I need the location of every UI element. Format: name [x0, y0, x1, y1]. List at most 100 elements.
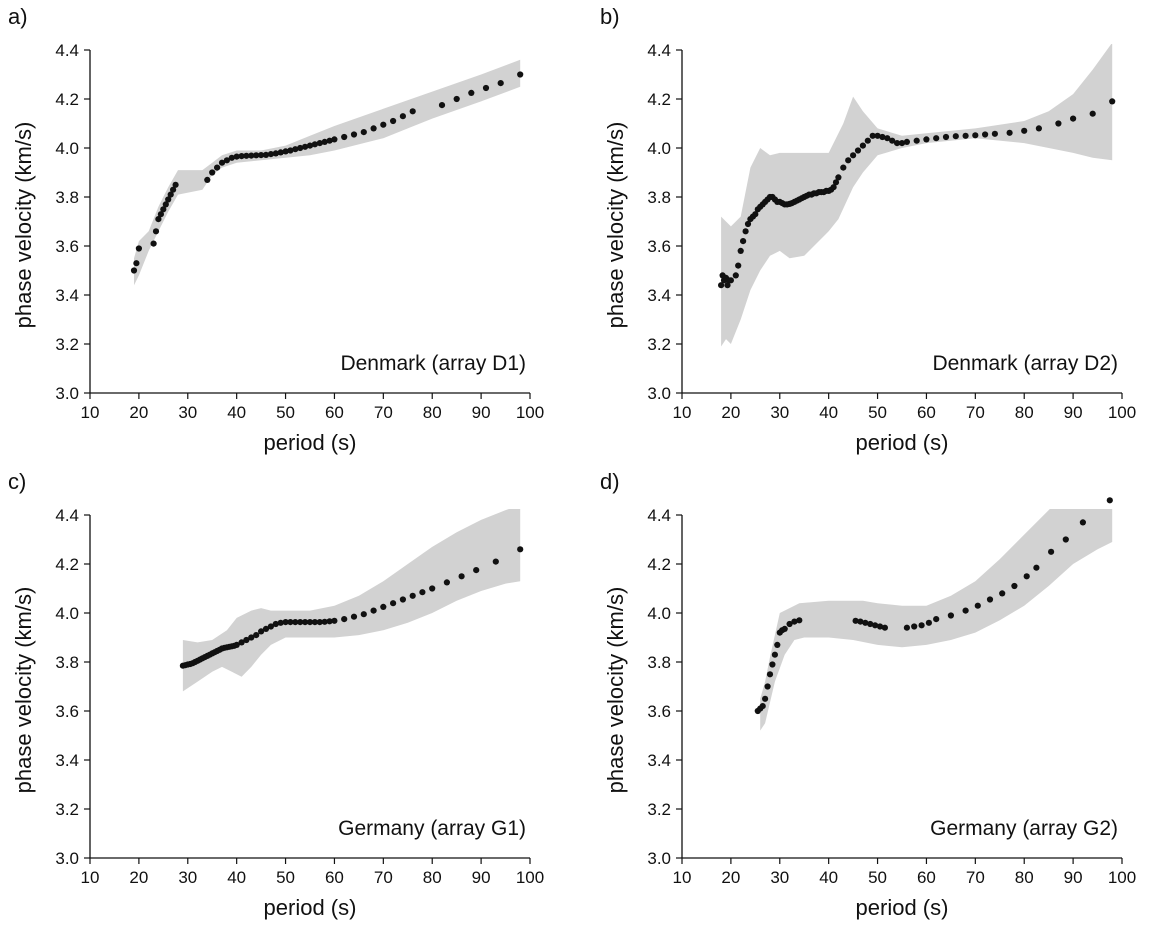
y-tick-label: 3.0	[647, 849, 671, 868]
data-point	[468, 89, 475, 96]
data-point	[326, 618, 333, 625]
data-point	[1089, 110, 1096, 117]
array-annotation: Denmark (array D1)	[340, 352, 526, 375]
data-point	[311, 141, 318, 148]
x-tick-label: 10	[81, 403, 100, 422]
x-axis-label: period (s)	[855, 430, 949, 455]
data-point	[172, 181, 179, 188]
x-tick-label: 50	[276, 868, 295, 887]
data-point	[267, 151, 274, 158]
x-tick-label: 30	[770, 403, 789, 422]
data-point	[341, 133, 348, 141]
data-point	[409, 108, 416, 115]
data-point	[962, 607, 969, 614]
data-point	[999, 590, 1006, 597]
y-tick-label: 4.0	[55, 604, 79, 623]
x-tick-label: 50	[868, 868, 887, 887]
panel-label: d)	[600, 469, 620, 494]
y-tick-label: 3.4	[55, 286, 79, 305]
data-point	[341, 616, 348, 623]
data-point	[390, 117, 397, 125]
data-point	[744, 220, 752, 228]
y-axis-label: phase velocity (km/s)	[11, 586, 36, 794]
data-point	[321, 618, 328, 625]
data-point	[473, 567, 480, 574]
data-point	[302, 619, 309, 626]
y-tick-label: 3.0	[55, 849, 79, 868]
data-point	[399, 596, 406, 603]
data-point	[972, 132, 979, 139]
data-point	[874, 132, 881, 139]
data-point	[130, 267, 138, 274]
y-tick-label: 3.6	[55, 702, 79, 721]
data-point	[218, 159, 226, 166]
x-tick-label: 90	[472, 868, 491, 887]
y-tick-label: 3.6	[647, 237, 671, 256]
uncertainty-band	[760, 509, 1113, 731]
y-tick-label: 4.0	[647, 139, 671, 158]
data-point	[889, 137, 896, 144]
data-point	[764, 683, 771, 690]
data-point	[862, 619, 869, 626]
data-point	[947, 612, 954, 619]
data-point	[769, 661, 776, 668]
y-tick-label: 3.6	[647, 702, 671, 721]
y-tick-label: 3.2	[55, 335, 79, 354]
x-tick-label: 50	[276, 403, 295, 422]
y-tick-label: 3.4	[55, 751, 79, 770]
x-tick-label: 70	[374, 868, 393, 887]
y-tick-label: 4.0	[647, 604, 671, 623]
data-point	[302, 143, 309, 150]
y-tick-label: 4.4	[647, 506, 671, 525]
data-point	[282, 148, 289, 155]
y-tick-label: 3.2	[647, 800, 671, 819]
y-tick-label: 3.2	[647, 335, 671, 354]
data-point	[845, 157, 852, 164]
x-tick-label: 20	[129, 868, 148, 887]
x-tick-label: 10	[81, 868, 100, 887]
x-tick-label: 10	[673, 868, 692, 887]
data-point	[852, 617, 859, 624]
data-point	[492, 558, 499, 565]
y-tick-label: 3.0	[647, 384, 671, 403]
data-point	[306, 142, 314, 149]
x-tick-label: 60	[917, 868, 936, 887]
y-tick-label: 3.0	[55, 384, 79, 403]
data-point	[287, 619, 294, 626]
data-point	[165, 196, 172, 203]
data-point	[287, 147, 294, 154]
x-tick-label: 100	[1108, 403, 1136, 422]
data-point	[228, 154, 235, 161]
chart-plot-area: 10 20 30 40 50 60 70 80 90 100 3.0 3.2 3.4 3.6 3.8 4.0 4…	[55, 41, 544, 422]
data-point	[272, 620, 279, 628]
data-point	[306, 619, 314, 626]
data-point	[482, 84, 490, 92]
data-point	[986, 596, 994, 603]
data-point	[832, 179, 840, 186]
x-tick-label: 30	[178, 403, 197, 422]
data-point	[867, 620, 874, 628]
data-point	[737, 247, 744, 254]
y-tick-label: 4.4	[55, 41, 79, 60]
data-point	[272, 150, 279, 157]
data-point	[1062, 536, 1069, 543]
chart-panel-d: d) 10 20 30 40 50 60 70 80 90 100 3.0 3.2 3.4 3.6 3.8 4…	[592, 465, 1156, 930]
x-tick-label: 10	[673, 403, 692, 422]
data-point	[214, 164, 221, 171]
data-point	[331, 617, 338, 624]
data-point	[157, 211, 164, 218]
data-point	[876, 623, 884, 630]
data-point	[840, 164, 847, 171]
x-tick-label: 80	[1015, 403, 1034, 422]
data-point	[316, 140, 323, 147]
data-point	[1023, 573, 1030, 580]
x-tick-label: 90	[1064, 403, 1083, 422]
data-point	[857, 618, 864, 625]
data-point	[350, 613, 358, 620]
data-point	[732, 272, 739, 279]
x-tick-label: 20	[721, 403, 740, 422]
data-point	[1006, 129, 1013, 136]
data-point	[933, 616, 940, 623]
data-point	[399, 113, 406, 120]
data-point	[135, 245, 142, 252]
